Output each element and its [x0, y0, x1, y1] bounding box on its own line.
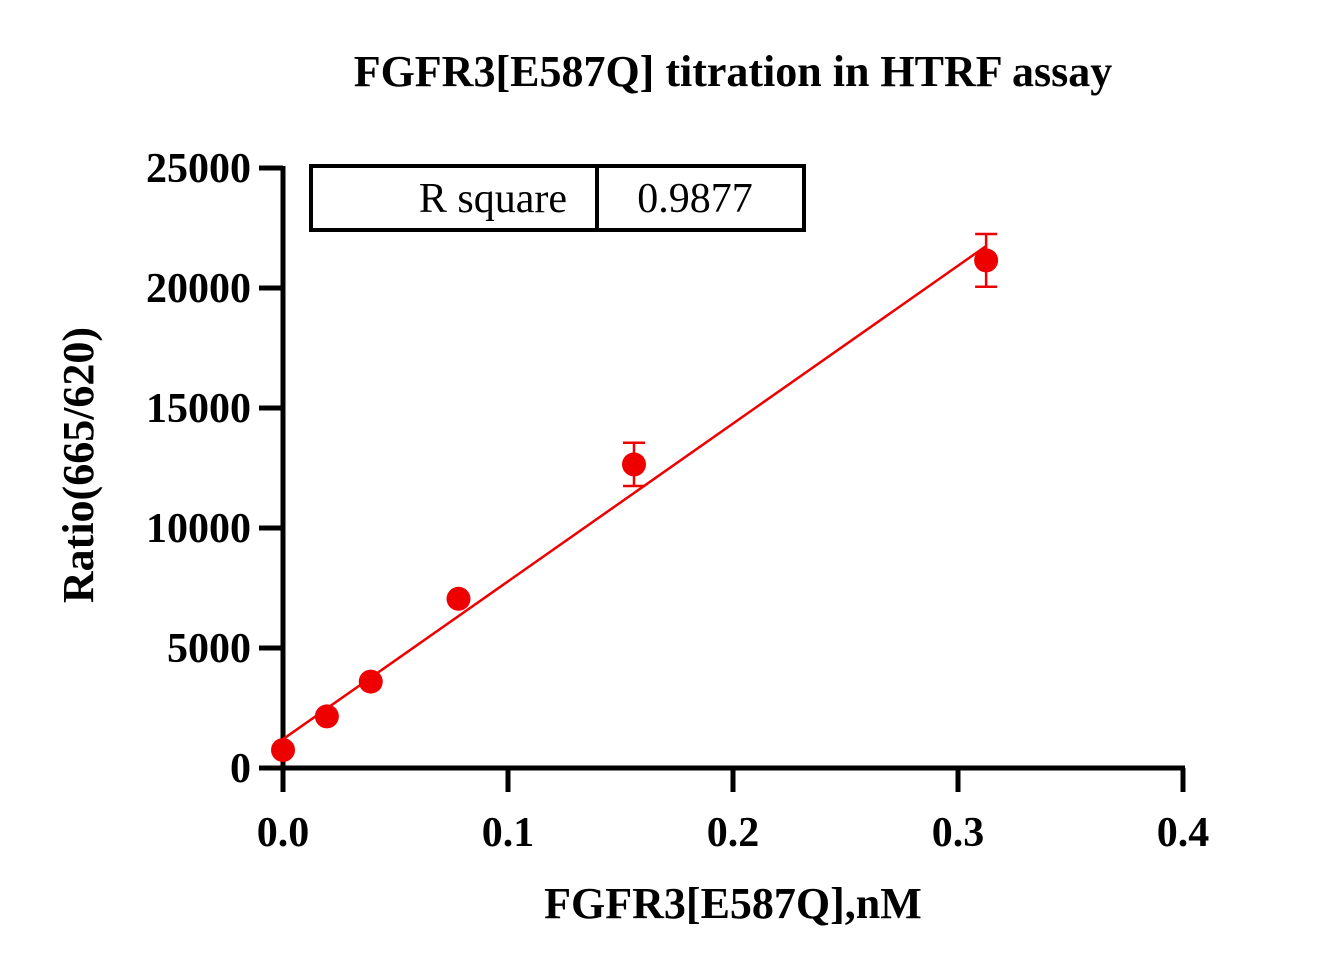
y-tick-label: 20000 [146, 266, 251, 312]
fit-line [282, 244, 987, 741]
y-tick-label: 0 [230, 746, 251, 792]
y-tick-label: 5000 [167, 626, 251, 672]
r-square-value: 0.9877 [637, 176, 753, 222]
data-point [622, 452, 646, 477]
r-square-table: R square 0.9877 [309, 164, 806, 232]
data-point [271, 738, 295, 762]
r-square-table-border [309, 164, 806, 232]
y-tick-label: 25000 [146, 146, 251, 192]
data-point [974, 248, 999, 273]
data-point [314, 704, 339, 729]
x-tick-label: 0.1 [482, 810, 535, 856]
x-tick-label: 0.4 [1157, 810, 1210, 856]
axes [280, 166, 1185, 771]
y-tick-label: 10000 [146, 506, 251, 552]
fit-line-group [282, 244, 987, 741]
y-axis-title: Ratio(665/620) [54, 327, 103, 603]
y-tick-label: 15000 [146, 386, 251, 432]
chart-title: FGFR3[E587Q] titration in HTRF assay [354, 47, 1113, 96]
x-tick-label: 0.3 [932, 810, 985, 856]
x-tick-label: 0.2 [707, 810, 760, 856]
y-ticks: 0 5000 10000 15000 20000 25000 [146, 146, 283, 792]
x-tick-label: 0.0 [257, 810, 310, 856]
data-point [358, 669, 383, 694]
data-point [446, 586, 471, 611]
data-points [271, 232, 999, 762]
x-axis-title: FGFR3[E587Q],nM [544, 879, 922, 928]
x-ticks: 0.0 0.1 0.2 0.3 0.4 [257, 768, 1210, 856]
r-square-label: R square [419, 176, 567, 222]
